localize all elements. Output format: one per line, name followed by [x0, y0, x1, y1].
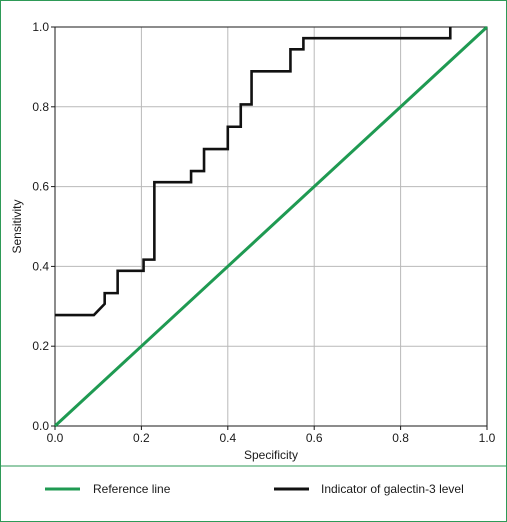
legend-item-1: Indicator of galectin-3 level — [274, 482, 464, 496]
x-axis-title: Specificity — [244, 448, 298, 462]
x-tick-label-1: 0.2 — [133, 431, 150, 445]
reference-line — [53, 25, 489, 428]
y-axis-title: Sensitivity — [10, 199, 24, 253]
tick-labels: 0.0 0.2 0.4 0.6 0.8 1.0 0.0 0.2 0.4 0.6 0.8 1.0 — [32, 20, 495, 445]
y-tick-label-4: 0.8 — [32, 100, 49, 114]
legend-item-0: Reference line — [45, 482, 171, 496]
plot-border — [54, 26, 488, 427]
y-tick-label-0: 0.0 — [32, 419, 49, 433]
legend-label-1: Indicator of galectin-3 level — [321, 482, 464, 496]
x-tick-label-4: 0.8 — [392, 431, 409, 445]
x-tick-label-0: 0.0 — [47, 431, 64, 445]
y-tick-label-1: 0.2 — [32, 339, 49, 353]
y-tick-label-2: 0.4 — [32, 259, 49, 273]
y-tick-label-5: 1.0 — [32, 20, 49, 34]
x-tick-label-3: 0.6 — [306, 431, 323, 445]
legend-label-0: Reference line — [93, 482, 171, 496]
y-tick-label-3: 0.6 — [32, 180, 49, 194]
legend: Reference line Indicator of galectin-3 le… — [45, 482, 464, 496]
x-tick-label-2: 0.4 — [219, 431, 236, 445]
galectin-3-indicator-line — [55, 27, 452, 317]
series — [53, 25, 489, 428]
x-tick-label-5: 1.0 — [479, 431, 496, 445]
